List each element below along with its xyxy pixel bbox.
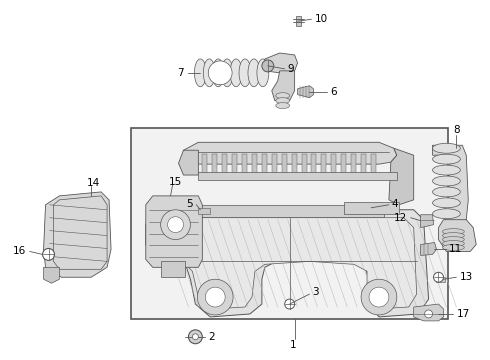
Bar (200, 205, 384, 217)
Ellipse shape (433, 187, 460, 197)
Bar (212, 154, 217, 176)
Bar (331, 154, 336, 176)
Ellipse shape (433, 165, 460, 175)
Ellipse shape (433, 209, 460, 219)
Circle shape (205, 287, 225, 307)
Text: 8: 8 (453, 125, 460, 135)
Ellipse shape (442, 229, 465, 235)
Ellipse shape (276, 103, 290, 109)
Polygon shape (414, 304, 443, 321)
Bar (272, 154, 277, 176)
Bar (262, 154, 267, 176)
Circle shape (208, 61, 232, 85)
Text: 17: 17 (456, 309, 469, 319)
Bar (242, 154, 247, 176)
Ellipse shape (276, 98, 290, 104)
Ellipse shape (248, 59, 260, 87)
Bar (252, 154, 257, 176)
Bar (351, 154, 356, 176)
Polygon shape (295, 16, 300, 26)
Polygon shape (433, 145, 468, 228)
Polygon shape (178, 150, 198, 175)
Circle shape (369, 287, 389, 307)
Bar (321, 154, 326, 176)
Ellipse shape (203, 59, 215, 87)
Polygon shape (146, 210, 429, 317)
Text: 4: 4 (392, 199, 398, 209)
Ellipse shape (433, 143, 460, 153)
Text: 14: 14 (87, 178, 100, 188)
Bar (222, 154, 227, 176)
Ellipse shape (442, 233, 465, 239)
Text: 3: 3 (313, 287, 319, 297)
Bar (436, 277, 445, 282)
Text: 13: 13 (459, 272, 472, 282)
Circle shape (193, 334, 198, 340)
Polygon shape (265, 53, 297, 73)
Ellipse shape (433, 154, 460, 164)
Circle shape (43, 248, 54, 260)
Bar (371, 154, 376, 176)
Text: 11: 11 (448, 244, 462, 255)
Bar (198, 172, 397, 180)
Text: 1: 1 (290, 340, 296, 350)
Text: 2: 2 (208, 332, 215, 342)
Text: 12: 12 (393, 213, 407, 223)
Ellipse shape (442, 237, 465, 243)
Circle shape (189, 330, 202, 344)
Bar (161, 261, 185, 277)
Ellipse shape (433, 176, 460, 186)
Circle shape (168, 217, 183, 233)
Bar (344, 202, 399, 214)
Circle shape (285, 299, 294, 309)
Ellipse shape (230, 59, 242, 87)
Bar (282, 154, 287, 176)
Circle shape (361, 279, 397, 315)
Bar (292, 154, 296, 176)
Bar (361, 154, 366, 176)
Ellipse shape (195, 59, 206, 87)
Text: 6: 6 (330, 87, 337, 97)
Ellipse shape (221, 59, 233, 87)
Bar (341, 154, 346, 176)
Text: 9: 9 (288, 64, 294, 74)
Polygon shape (44, 192, 111, 277)
Ellipse shape (442, 244, 465, 251)
Polygon shape (420, 215, 434, 228)
Circle shape (197, 279, 233, 315)
Circle shape (425, 310, 433, 318)
Text: 16: 16 (12, 247, 25, 256)
Circle shape (161, 210, 191, 239)
Polygon shape (159, 218, 416, 309)
Ellipse shape (257, 59, 269, 87)
Ellipse shape (212, 59, 224, 87)
Polygon shape (44, 267, 59, 283)
Ellipse shape (239, 59, 251, 87)
Bar (301, 154, 307, 176)
Ellipse shape (276, 93, 290, 99)
Text: 10: 10 (315, 14, 328, 24)
Bar (312, 154, 317, 176)
Text: 15: 15 (169, 177, 182, 187)
Polygon shape (198, 208, 210, 214)
Circle shape (434, 272, 443, 282)
Text: 7: 7 (177, 68, 183, 78)
Polygon shape (439, 220, 476, 251)
Polygon shape (146, 196, 202, 267)
Polygon shape (389, 148, 414, 205)
Bar (232, 154, 237, 176)
Polygon shape (297, 86, 314, 98)
Bar (131, 129, 448, 319)
Ellipse shape (433, 198, 460, 208)
Polygon shape (272, 71, 294, 100)
Polygon shape (420, 243, 437, 255)
Bar (202, 154, 207, 176)
Ellipse shape (442, 240, 465, 247)
Text: 5: 5 (187, 199, 193, 209)
Circle shape (262, 60, 274, 72)
Polygon shape (183, 142, 397, 164)
